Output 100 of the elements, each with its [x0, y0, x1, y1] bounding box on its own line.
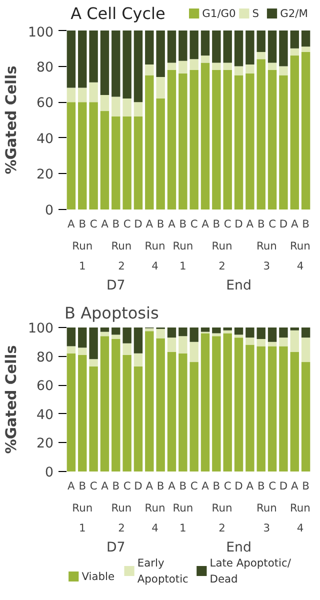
- bar: [156, 98, 165, 210]
- x-tick-label: A: [168, 218, 176, 230]
- bar: [100, 328, 110, 332]
- bar: [290, 30, 299, 48]
- bar: [246, 73, 254, 210]
- y-tick-label: 60: [36, 96, 54, 112]
- x-tick-label: A: [202, 218, 210, 230]
- y-tick-label: 20: [36, 168, 54, 183]
- bar: [234, 66, 244, 76]
- y-tick-label: 0: [45, 466, 54, 480]
- bar: [223, 333, 232, 472]
- text: Run 1: [172, 502, 194, 534]
- bar: [134, 366, 143, 472]
- bar: [223, 330, 232, 334]
- bar: [145, 64, 154, 76]
- y-axis-title: %Gated Cells: [3, 65, 20, 174]
- bar: [156, 328, 165, 338]
- bar: [268, 62, 277, 70]
- bar: [122, 354, 132, 472]
- bar: [190, 70, 198, 210]
- x-tick-label: B: [78, 480, 86, 492]
- x-tick-label: B: [179, 218, 187, 230]
- bar: [268, 346, 277, 472]
- bar: [200, 56, 210, 63]
- bar: [100, 336, 110, 472]
- bar: [279, 66, 288, 76]
- bar: [246, 344, 254, 472]
- bar: [89, 102, 98, 210]
- text: Run 3: [256, 240, 277, 272]
- x-tick-label: B: [257, 218, 265, 230]
- x-tick-label: A: [68, 480, 76, 492]
- bar: [256, 52, 266, 60]
- text: D7: [106, 278, 126, 294]
- text: Run 2: [111, 240, 132, 272]
- bar: [100, 111, 110, 210]
- x-tick-label: B: [302, 218, 310, 230]
- bar: [190, 328, 198, 342]
- bar: [100, 30, 110, 95]
- bar: [112, 334, 120, 340]
- bar: [122, 116, 132, 210]
- bar: [256, 346, 266, 472]
- bar: [145, 75, 154, 210]
- x-tick-label: C: [190, 480, 198, 492]
- bar: [301, 338, 310, 362]
- bar: [279, 338, 288, 346]
- x-tick-label: B: [257, 480, 265, 492]
- x-tick-label: A: [290, 218, 299, 230]
- bar: [89, 82, 98, 102]
- bar: [66, 102, 76, 210]
- bar: [167, 70, 176, 210]
- x-tick-label: A: [146, 218, 154, 230]
- bar: [167, 352, 176, 472]
- bar: [167, 328, 176, 338]
- bar: [200, 62, 210, 210]
- x-tick-label: C: [123, 218, 131, 230]
- x-tick-label: A: [68, 218, 76, 230]
- legend-label: Early Apoptotic: [137, 556, 189, 586]
- y-tick-label: 100: [28, 322, 54, 336]
- bar: [290, 330, 299, 352]
- bar: [190, 342, 198, 362]
- legend-label: S: [252, 7, 260, 20]
- bar: [89, 30, 98, 82]
- legend-label: Late Apoptotic/ Dead: [210, 556, 292, 586]
- bar: [122, 98, 132, 116]
- x-tick-label: B: [212, 480, 220, 492]
- bar: [78, 348, 87, 355]
- x-tick-label: C: [224, 480, 232, 492]
- bar: [156, 30, 165, 78]
- bar: [301, 46, 310, 52]
- bar: [200, 333, 210, 472]
- x-tick-label: D: [234, 480, 243, 492]
- bar: [212, 336, 221, 472]
- bar: [212, 30, 221, 63]
- bar: [66, 353, 76, 472]
- bar: [134, 353, 143, 366]
- x-tick-label: C: [224, 218, 232, 230]
- bar: [156, 338, 165, 472]
- bar: [268, 328, 277, 342]
- text: Run 1: [72, 240, 93, 272]
- bar: [190, 30, 198, 60]
- bar: [167, 338, 176, 352]
- x-tick-label: A: [101, 218, 110, 230]
- bar: [178, 336, 188, 354]
- y-tick-label: 0: [45, 204, 54, 218]
- bar: [268, 70, 277, 210]
- x-tick-label: B: [302, 480, 310, 492]
- x-tick-label: B: [112, 218, 120, 230]
- bar: [66, 88, 76, 102]
- bar: [246, 328, 254, 338]
- y-axis-title: %Gated Cells: [3, 344, 20, 454]
- bar: [279, 328, 288, 338]
- bar: [223, 70, 232, 210]
- x-tick-label: D: [134, 480, 142, 492]
- text: Run 1: [172, 240, 194, 272]
- bar: [145, 331, 154, 472]
- legend-label: Viable: [82, 570, 115, 583]
- bar: [178, 73, 188, 210]
- legend-label: G1/G0: [202, 7, 236, 20]
- bar: [212, 70, 221, 210]
- bar: [89, 328, 98, 360]
